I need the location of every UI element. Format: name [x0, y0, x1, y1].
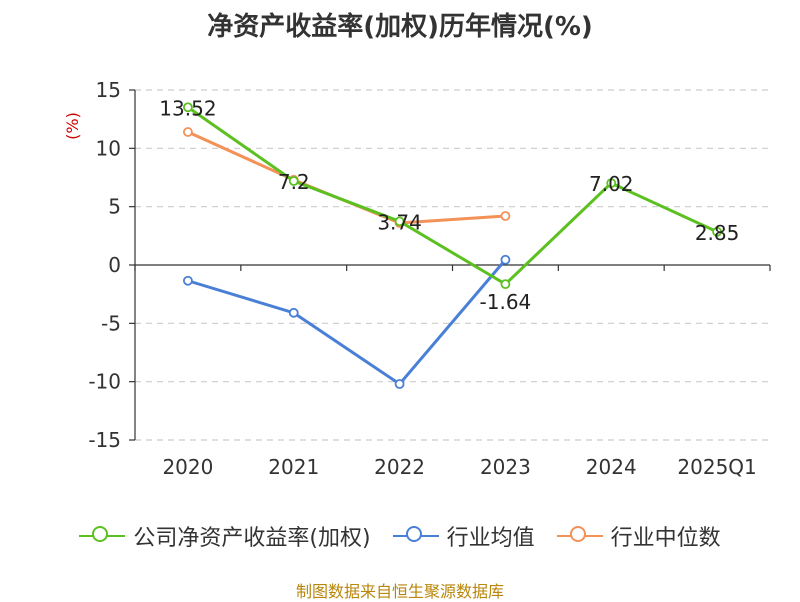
legend: 公司净资产收益率(加权) 行业均值 行业中位数	[0, 520, 800, 552]
legend-swatch	[556, 526, 603, 546]
y-tick-label: 10	[96, 136, 121, 160]
data-point	[183, 275, 193, 286]
axis-layer: 15 10 5 0 -5 -10 -15 2020 2021 2022 2023 2024 2025Q1…	[63, 78, 771, 479]
legend-label: 公司净资产收益率(加权)	[133, 526, 371, 551]
data-label-layer: 13.52 7.2 3.74 -1.64 7.02 2.85	[159, 96, 739, 314]
data-label: 2.85	[695, 221, 740, 245]
data-point	[394, 379, 405, 389]
data-point	[606, 178, 617, 189]
series-layer	[183, 102, 722, 389]
x-tick-label: 2020	[162, 455, 213, 479]
data-label: 13.52	[159, 96, 216, 120]
legend-label: 行业均值	[446, 526, 535, 551]
data-label: 7.2	[278, 170, 310, 194]
data-point	[500, 254, 511, 265]
legend-item[interactable]: 公司净资产收益率(加权)	[79, 520, 371, 552]
legend-swatch	[79, 526, 126, 546]
y-tick-label: 0	[108, 253, 121, 277]
legend-label: 行业中位数	[610, 526, 721, 551]
x-tick-label: 2025Q1	[677, 455, 756, 479]
data-label: -1.64	[480, 290, 532, 314]
data-point	[288, 307, 299, 318]
data-point	[288, 176, 299, 186]
data-label: 7.02	[589, 172, 634, 196]
y-tick-label: 5	[108, 195, 121, 219]
data-point	[712, 226, 722, 237]
data-label: 3.74	[377, 210, 422, 234]
series-line	[187, 130, 506, 225]
x-tick-label: 2021	[268, 455, 319, 479]
data-point	[500, 279, 511, 290]
source-note: 制图数据来自恒生聚源数据库	[295, 582, 504, 601]
legend-swatch	[392, 526, 439, 546]
legend-item[interactable]: 行业中位数	[556, 520, 721, 552]
x-tick-label: 2023	[480, 455, 531, 479]
y-tick-label: -5	[101, 311, 121, 335]
chart-title: 净资产收益率(加权)历年情况(%)	[207, 12, 593, 42]
x-tick-label: 2022	[374, 455, 425, 479]
series-line	[187, 258, 507, 386]
series-line	[187, 106, 718, 287]
y-tick-label: -15	[88, 428, 121, 452]
y-axis-label: (%)	[63, 112, 82, 140]
legend-item[interactable]: 行业均值	[392, 520, 535, 552]
y-tick-label: 15	[96, 78, 121, 102]
data-point	[183, 102, 193, 113]
data-point	[394, 216, 405, 227]
x-tick-label: 2024	[586, 455, 637, 479]
data-point	[183, 127, 193, 137]
y-tick-label: -10	[88, 370, 121, 394]
data-point	[500, 211, 511, 221]
